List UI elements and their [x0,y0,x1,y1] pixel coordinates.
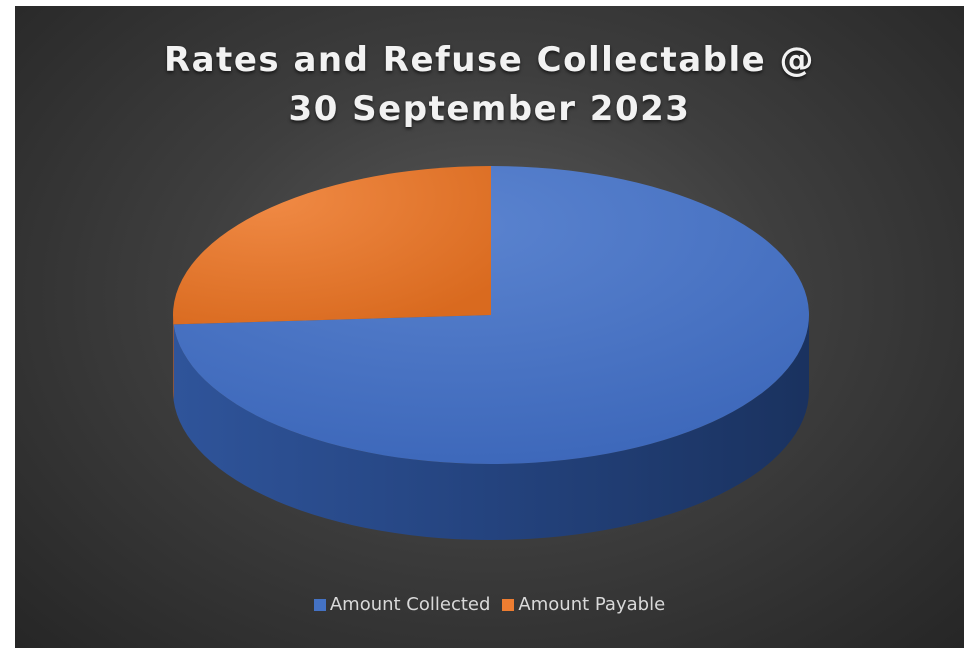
legend-label-amount-payable: Amount Payable [518,594,666,615]
chart-area: Rates and Refuse Collectable @ 30 Septem… [15,6,964,648]
legend-item-amount-payable: Amount Payable [502,594,665,615]
pie-slice-amount-collected [173,166,809,465]
pie-slice-amount-payable [173,166,491,325]
pie-side-amount-collected [173,315,809,540]
chart-title-line-1: Rates and Refuse Collectable @ [163,40,816,80]
legend-item-amount-collected: Amount Collected [313,594,491,615]
chart-title: Rates and Refuse Collectable @ 30 Septem… [15,36,964,134]
legend-label-amount-collected: Amount Collected [329,594,491,615]
legend-swatch-amount-payable [502,598,515,611]
chart-legend: Amount Collected Amount Payable [15,594,964,615]
chart-title-line-2: 30 September 2023 [288,89,691,129]
pie-side-amount-payable [173,315,174,401]
legend-swatch-amount-collected [313,598,326,611]
pie-chart [173,166,809,540]
